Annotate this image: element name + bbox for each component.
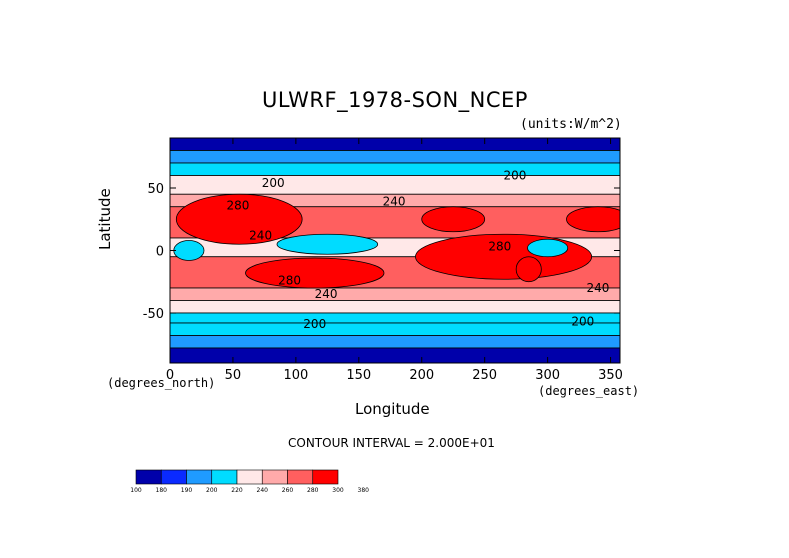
colorbar-label: 220 [231, 487, 243, 494]
colorbar-label: 380 [358, 487, 370, 494]
x-tick-label: 100 [283, 368, 308, 383]
heatmap-band [170, 347, 620, 363]
heatmap-region [245, 257, 385, 289]
plot-area: 200 240 280 240 280 280 240 240 200 200 200 [170, 138, 620, 363]
x-axis-unit-label: (degrees_east) [538, 384, 640, 398]
contour-label: 280 [227, 198, 250, 212]
contour-label: 280 [488, 240, 511, 254]
colorbar-label: 180 [156, 487, 168, 494]
colorbar-swatch [287, 469, 314, 485]
colorbar-swatch [135, 469, 162, 485]
x-tick-label: 350 [598, 368, 623, 383]
colorbar-label: 260 [282, 487, 294, 494]
contour-label: 200 [571, 315, 594, 329]
colorbar-label: 240 [257, 487, 269, 494]
contour-label: 240 [587, 281, 610, 295]
x-tick-label: 0 [166, 368, 174, 383]
heatmap-region [527, 238, 569, 258]
colorbar-swatch [236, 469, 263, 485]
colorbar-label: 190 [181, 487, 193, 494]
colorbar-label: 200 [206, 487, 218, 494]
heatmap-region [276, 233, 379, 255]
contour-label: 200 [262, 176, 285, 190]
y-tick-label: 0 [156, 245, 164, 260]
heatmap-band [170, 138, 620, 151]
colorbar-label: 100 [130, 487, 142, 494]
x-tick-label: 200 [409, 368, 434, 383]
contour-interval-label: CONTOUR INTERVAL = 2.000E+01 [288, 436, 495, 450]
heatmap-region [421, 206, 486, 233]
heatmap-band [170, 150, 620, 164]
heatmap-band [170, 175, 620, 195]
contour-label: 200 [503, 168, 526, 182]
x-tick-label: 250 [472, 368, 497, 383]
heatmap-band [170, 162, 620, 176]
y-tick-label: 50 [147, 182, 164, 197]
colorbar-swatch [160, 469, 187, 485]
x-tick-label: 300 [535, 368, 560, 383]
x-tick-label: 50 [225, 368, 242, 383]
chart-title: ULWRF_1978-SON_NCEP [262, 88, 528, 112]
contour-label: 240 [315, 287, 338, 301]
y-axis-unit-label: (degrees_north) [107, 376, 216, 390]
heatmap-band [170, 287, 620, 301]
heatmap-band [170, 300, 620, 314]
heatmap-region [173, 240, 205, 261]
heatmap-band [170, 322, 620, 336]
contour-label: 240 [249, 228, 272, 242]
colorbar-label: 300 [332, 487, 344, 494]
heatmap-region [175, 193, 303, 245]
colorbar-swatch [186, 469, 213, 485]
colorbar-swatch [312, 469, 339, 485]
contour-label: 200 [303, 317, 326, 331]
contour-label: 280 [278, 273, 301, 287]
colorbar-label: 280 [307, 487, 319, 494]
heatmap-band [170, 335, 620, 349]
y-tick-label: -50 [143, 307, 164, 322]
heatmap-region [515, 256, 542, 283]
x-axis-title: Longitude [355, 400, 430, 418]
x-tick-label: 150 [346, 368, 371, 383]
heatmap-band [170, 312, 620, 324]
units-label: (units:W/m^2) [520, 117, 622, 132]
heatmap-region [566, 206, 620, 233]
colorbar-swatch [261, 469, 288, 485]
colorbar-swatch [211, 469, 238, 485]
contour-label: 240 [383, 195, 406, 209]
